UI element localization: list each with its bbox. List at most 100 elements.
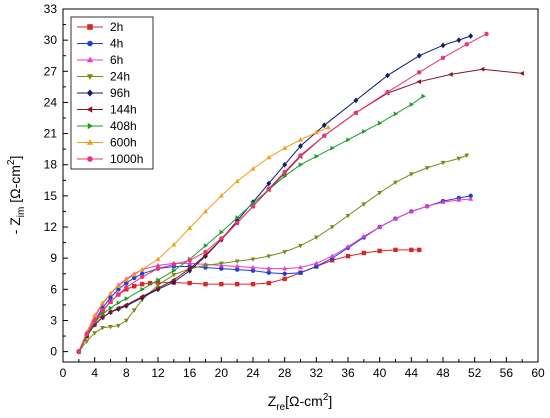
data-point-600h: [108, 290, 113, 296]
data-point-600h: [234, 178, 240, 184]
data-point-2h: [155, 280, 161, 285]
data-point-600h: [298, 137, 303, 142]
data-point-144h: [479, 66, 485, 72]
data-point-24h: [408, 172, 414, 177]
x-tick-label: 28: [278, 366, 292, 380]
data-point-96h: [416, 52, 422, 59]
data-point-1000h: [322, 133, 327, 138]
data-point-96h: [468, 33, 474, 39]
data-point-24h: [393, 180, 398, 186]
x-tick-label: 16: [183, 366, 197, 380]
data-point-96h: [266, 180, 272, 187]
data-point-1000h: [219, 236, 224, 241]
data-point-24h: [440, 160, 446, 166]
data-point-144h: [123, 302, 129, 308]
data-point-408h: [346, 137, 351, 143]
data-point-2h: [377, 248, 382, 254]
data-point-2h: [345, 253, 351, 259]
data-point-4h: [314, 264, 319, 269]
legend-label-4h: 4h: [110, 37, 123, 51]
data-point-24h: [171, 273, 177, 278]
legend: 2h 4h 6h 24h 96h 144h 408h 600h 1000h: [70, 16, 154, 170]
x-tick-label: 48: [436, 366, 450, 380]
data-point-408h: [330, 145, 335, 151]
data-point-24h: [329, 225, 335, 230]
data-point-600h: [100, 300, 106, 305]
x-tick-label: 8: [123, 366, 130, 380]
legend-marker-600h: [86, 139, 94, 145]
data-point-6h: [468, 196, 474, 201]
data-point-1000h: [124, 285, 129, 290]
y-tick-label: 24: [44, 95, 58, 109]
data-point-144h: [519, 70, 524, 76]
data-point-600h: [325, 124, 331, 130]
data-point-6h: [393, 216, 398, 221]
data-point-1000h: [266, 186, 272, 191]
legend-label-408h: 408h: [110, 119, 137, 133]
data-point-24h: [282, 250, 288, 255]
data-point-6h: [440, 199, 446, 204]
data-point-96h: [456, 37, 462, 44]
data-point-24h: [218, 261, 224, 267]
data-point-600h: [155, 256, 161, 261]
axis-ticks: [62, 8, 539, 362]
data-point-4h: [139, 271, 145, 276]
data-point-4h: [234, 267, 240, 272]
data-point-600h: [131, 272, 137, 277]
x-tick-label: 12: [151, 366, 165, 380]
legend-marker-24h: [86, 74, 94, 80]
data-point-2h: [219, 281, 224, 287]
data-point-4h: [108, 295, 113, 300]
data-point-24h: [456, 156, 462, 162]
data-point-6h: [298, 264, 303, 270]
data-point-1000h: [440, 55, 446, 60]
data-point-4h: [282, 271, 287, 276]
legend-marker-4h: [87, 40, 93, 47]
data-point-6h: [361, 233, 367, 239]
legend-marker-144h: [86, 106, 93, 113]
data-point-600h: [115, 283, 121, 288]
data-point-600h: [139, 266, 145, 272]
data-point-2h: [234, 281, 240, 287]
x-tick-label: 52: [468, 366, 482, 380]
data-point-1000h: [417, 70, 422, 75]
x-tick-label: 0: [60, 366, 67, 380]
data-point-1000h: [155, 266, 161, 271]
data-point-1000h: [250, 204, 256, 209]
series-line-4h: [78, 195, 471, 352]
data-point-6h: [155, 262, 161, 268]
data-point-6h: [187, 260, 193, 266]
data-point-408h: [156, 277, 161, 283]
data-point-1000h: [187, 258, 192, 263]
series-line-408h: [78, 95, 424, 352]
data-point-144h: [448, 71, 453, 77]
data-point-1000h: [234, 220, 240, 226]
data-point-600h: [282, 145, 288, 150]
series-line-6h: [78, 198, 471, 352]
legend-label-1000h: 1000h: [110, 152, 143, 166]
data-point-24h: [313, 235, 319, 241]
y-tick-label: 15: [44, 189, 58, 203]
data-point-96h: [321, 122, 327, 129]
data-point-24h: [424, 166, 430, 171]
data-point-408h: [298, 162, 304, 168]
series-line-2h: [78, 249, 420, 352]
data-point-2h: [139, 281, 145, 287]
data-point-24h: [250, 257, 256, 262]
data-point-1000h: [139, 274, 145, 280]
data-point-600h: [266, 154, 272, 160]
data-point-24h: [92, 331, 98, 336]
data-point-2h: [203, 281, 208, 287]
data-point-1000h: [100, 307, 105, 313]
data-point-6h: [424, 203, 430, 209]
y-tick-label: 27: [44, 64, 58, 78]
data-point-96h: [440, 42, 446, 49]
x-tick-label: 24: [246, 366, 260, 380]
data-point-6h: [345, 244, 351, 249]
data-point-408h: [377, 120, 383, 126]
data-point-4h: [116, 287, 121, 292]
x-tick-label: 56: [500, 366, 514, 380]
x-tick-label: 60: [531, 366, 545, 380]
y-tick-label: 9: [50, 251, 57, 265]
data-point-1000h: [385, 89, 390, 95]
